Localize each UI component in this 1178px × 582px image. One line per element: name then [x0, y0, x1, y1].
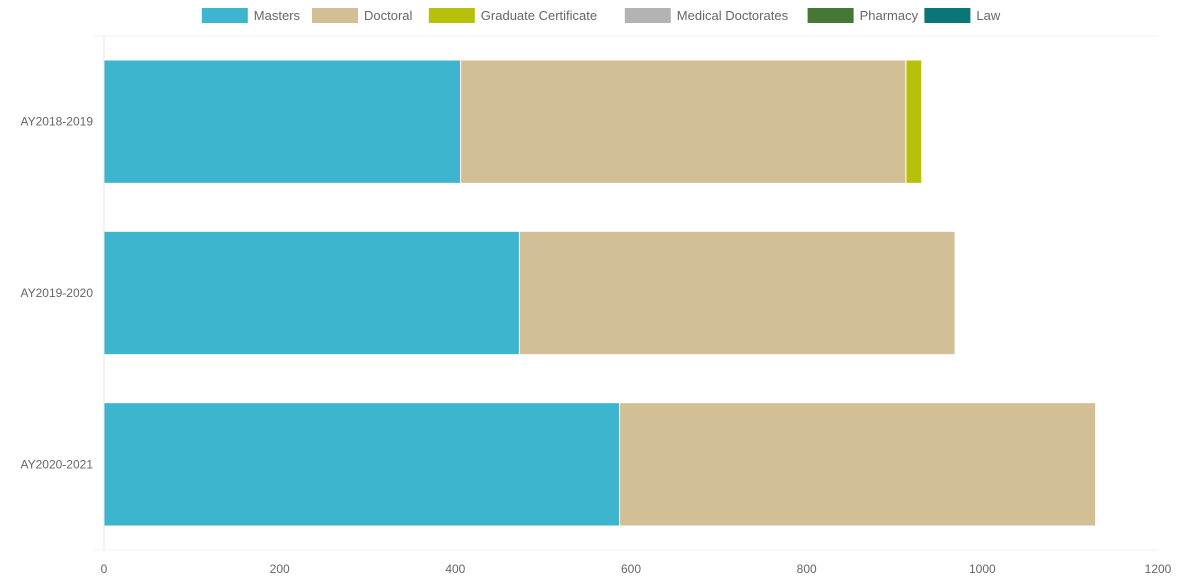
x-tick-label: 1200	[1145, 562, 1172, 576]
bar-segment-graduate-certificate-ay2018-2019[interactable]	[906, 60, 922, 183]
x-tick-label: 200	[270, 562, 290, 576]
x-tick-label: 1000	[969, 562, 996, 576]
legend-item-doctoral[interactable]: Doctoral	[312, 8, 413, 23]
legend-item-masters[interactable]: Masters	[202, 8, 301, 23]
y-axis: AY2018-2019 AY2019-2020 AY2020-2021	[20, 36, 104, 550]
legend-swatch	[202, 8, 248, 23]
legend-swatch	[312, 8, 358, 23]
x-tick-label: 400	[445, 562, 465, 576]
bar-segment-masters-ay2020-2021[interactable]	[104, 403, 620, 526]
x-tick-label: 800	[797, 562, 817, 576]
legend-label: Doctoral	[364, 8, 413, 23]
legend-item-pharmacy[interactable]: Pharmacy	[808, 8, 919, 23]
bar-segment-doctoral-ay2019-2020[interactable]	[519, 231, 955, 354]
y-tick-label: AY2020-2021	[20, 457, 93, 471]
x-axis: 0 200 400 600 800 1000 1200	[94, 550, 1172, 576]
legend-item-medical-doctorates[interactable]: Medical Doctorates	[625, 8, 789, 23]
bar-segment-masters-ay2019-2020[interactable]	[104, 231, 519, 354]
bar-row-ay2018-2019	[104, 60, 922, 183]
bar-segment-masters-ay2018-2019[interactable]	[104, 60, 461, 183]
legend: Masters Doctoral Graduate Certificate Medic…	[202, 8, 1001, 23]
legend-label: Medical Doctorates	[677, 8, 789, 23]
legend-item-graduate-certificate[interactable]: Graduate Certificate	[429, 8, 597, 23]
legend-swatch	[429, 8, 475, 23]
legend-item-law[interactable]: Law	[924, 8, 1000, 23]
legend-swatch	[924, 8, 970, 23]
plot-area	[94, 36, 1158, 526]
legend-label: Law	[976, 8, 1000, 23]
bar-row-ay2019-2020	[104, 231, 955, 354]
y-tick-label: AY2019-2020	[20, 286, 93, 300]
bar-segment-doctoral-ay2018-2019[interactable]	[461, 60, 906, 183]
y-tick-label: AY2018-2019	[20, 115, 93, 129]
x-tick-label: 0	[101, 562, 108, 576]
legend-swatch	[625, 8, 671, 23]
bar-segment-doctoral-ay2020-2021[interactable]	[620, 403, 1096, 526]
x-tick-label: 600	[621, 562, 641, 576]
legend-swatch	[808, 8, 854, 23]
bar-row-ay2020-2021	[104, 403, 1096, 526]
legend-label: Graduate Certificate	[481, 8, 597, 23]
legend-label: Pharmacy	[860, 8, 919, 23]
legend-label: Masters	[254, 8, 301, 23]
